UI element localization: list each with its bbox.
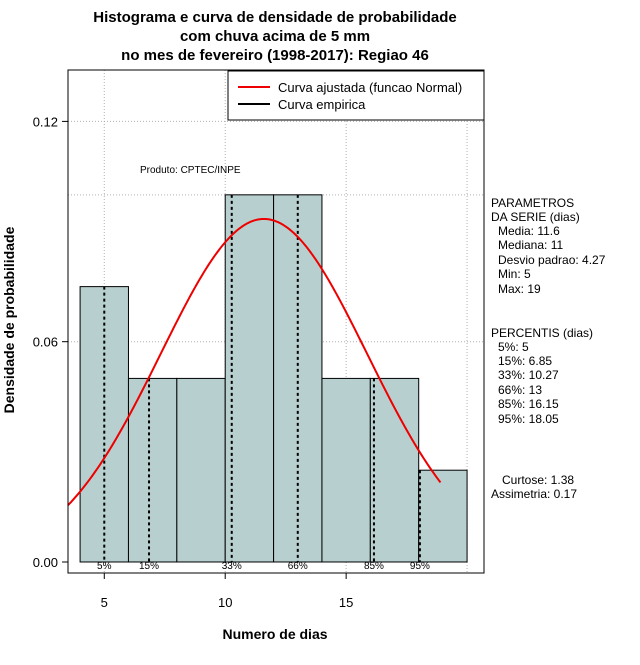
parametros-header-1: PARAMETROS: [491, 196, 574, 210]
percentile-label: 95%: [410, 561, 430, 572]
stat-max: Max: 19: [498, 282, 541, 296]
stat-mediana: Mediana: 11: [498, 238, 563, 252]
percentile-label: 66%: [288, 561, 308, 572]
histogram-bar: [127, 377, 178, 563]
x-axis: 5 10 15: [101, 573, 353, 610]
histogram-bar: [224, 194, 275, 563]
percentile-label: 5%: [97, 561, 112, 572]
stat-desvio: Desvio padrao: 4.27: [498, 253, 606, 267]
percentile-label: 85%: [364, 561, 384, 572]
percentile-labels: 5% 15% 33% 66% 85% 95%: [97, 561, 430, 572]
y-tick-label: 0.06: [33, 335, 58, 350]
percentil-33: 33%: 10.27: [498, 368, 559, 382]
percentil-5: 5%: 5: [498, 340, 529, 354]
percentis-header: PERCENTIS (dias): [491, 326, 593, 340]
plot-frame: [67, 69, 485, 574]
source-note: Produto: CPTEC/INPE: [140, 165, 241, 176]
parametros-header-2: DA SERIE (dias): [491, 210, 580, 224]
percentil-66: 66%: 13: [498, 383, 542, 397]
title-line-2: com chuva acima de 5 mm: [180, 28, 370, 45]
x-tick-label: 5: [101, 595, 108, 610]
y-axis-title: Densidade de probabilidade: [1, 226, 17, 413]
percentile-label: 33%: [222, 561, 242, 572]
histogram-bar: [176, 377, 226, 563]
histogram-bar: [321, 377, 371, 563]
legend: Curva ajustada (funcao Normal) Curva emp…: [227, 70, 485, 121]
histogram-bar: [418, 469, 468, 563]
title-line-1: Histograma e curva de densidade de proba…: [93, 9, 456, 26]
normal-curve: [67, 217, 442, 506]
legend-label-empirical: Curva empirica: [278, 97, 366, 112]
y-tick-label: 0.00: [33, 555, 58, 570]
histogram-bars: [79, 194, 468, 563]
y-axis: 0.00 0.06 0.12: [33, 114, 68, 570]
x-tick-label: 15: [339, 595, 353, 610]
percentile-label: 15%: [139, 561, 159, 572]
percentil-15: 15%: 6.85: [498, 354, 552, 368]
stat-media: Media: 11.6: [498, 224, 560, 238]
chart-title: Histograma e curva de densidade de proba…: [93, 9, 456, 64]
legend-box: [227, 70, 485, 121]
y-tick-label: 0.12: [33, 114, 58, 129]
stat-curtose: Curtose: 1.38: [502, 473, 574, 487]
legend-label-fitted: Curva ajustada (funcao Normal): [278, 80, 462, 95]
percentile-lines: [103, 194, 421, 562]
percentil-95: 95%: 18.05: [498, 412, 559, 426]
percentil-85: 85%: 16.15: [498, 397, 559, 411]
normal-curve-path: [67, 217, 442, 506]
x-tick-label: 10: [218, 595, 232, 610]
x-axis-title: Numero de dias: [222, 626, 327, 642]
stat-min: Min: 5: [498, 267, 531, 281]
title-line-3: no mes de fevereiro (1998-2017): Regiao …: [121, 47, 429, 64]
stat-assimetria: Assimetria: 0.17: [491, 487, 577, 501]
stats-panel: PARAMETROS DA SERIE (dias) Media: 11.6 M…: [491, 196, 606, 501]
